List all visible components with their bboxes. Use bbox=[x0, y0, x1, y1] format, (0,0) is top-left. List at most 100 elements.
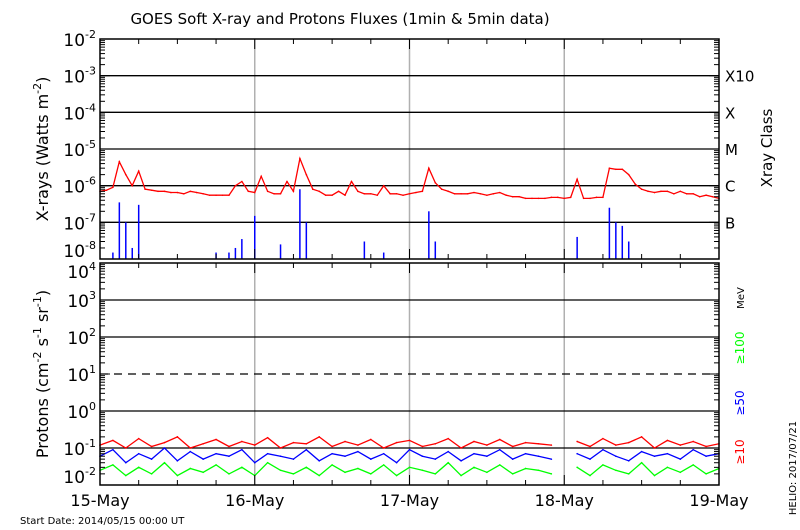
proton-p100-point bbox=[370, 473, 372, 475]
proton-p10-point bbox=[318, 436, 321, 438]
xray-long-point bbox=[344, 194, 346, 196]
proton-p10-point bbox=[331, 445, 333, 448]
proton-p10-point bbox=[602, 437, 604, 440]
proton-p10-point bbox=[344, 440, 346, 443]
xray-panel: 10-2 10-3 10-4 10-5 10-6 10-7 10-8 X10 X M CB bbox=[63, 28, 754, 262]
proton-p100-line bbox=[576, 461, 720, 477]
proton-p10-point bbox=[421, 445, 424, 448]
xray-long-point bbox=[537, 197, 540, 200]
xray-long-point bbox=[460, 193, 462, 195]
proton-p10-point bbox=[305, 442, 308, 445]
xray-long-point bbox=[389, 193, 391, 195]
xray-long-point bbox=[279, 193, 282, 195]
proton-p10-point bbox=[112, 439, 114, 442]
xray-long-point bbox=[595, 196, 598, 199]
proton-p50-point bbox=[124, 461, 127, 464]
proton-p10-point bbox=[705, 445, 707, 448]
xray-long-point bbox=[183, 193, 185, 195]
proton-p100-point bbox=[421, 469, 424, 472]
xray-long-point bbox=[673, 193, 675, 195]
xray-long-point bbox=[421, 190, 424, 193]
proton-p50-point bbox=[576, 452, 578, 455]
proton-p100-point bbox=[434, 473, 437, 475]
proton-panel: 104 103 102 101 100 10-1 10-2 15-May 16-May 17-Ma… bbox=[63, 260, 748, 510]
proton-p100-point bbox=[615, 469, 617, 472]
xray-long-point bbox=[331, 194, 333, 196]
xray-long-point bbox=[105, 189, 108, 192]
proton-p100-point bbox=[705, 473, 707, 475]
xray-long-point bbox=[157, 190, 159, 193]
ytick-label: 100 bbox=[67, 400, 96, 423]
proton-p50-point bbox=[460, 460, 462, 462]
xray-long-point bbox=[337, 190, 340, 193]
xray-long-point bbox=[692, 193, 695, 195]
proton-p100-point bbox=[266, 461, 269, 464]
xray-long-point bbox=[311, 188, 314, 191]
proton-p100-point bbox=[627, 473, 630, 475]
xray-long-point bbox=[260, 175, 262, 178]
xray-long-point bbox=[208, 194, 211, 196]
proton-p50-point bbox=[292, 458, 295, 460]
proton-p100-point bbox=[460, 474, 462, 477]
proton-p10-point bbox=[486, 444, 488, 446]
xray-long-point bbox=[221, 194, 224, 196]
helio-stamp: HELIO: 2017/07/21 bbox=[788, 421, 799, 515]
proton-p100-point bbox=[395, 474, 398, 477]
proton-p100-point bbox=[176, 474, 179, 477]
xray-long-point bbox=[370, 193, 372, 195]
proton-p10-point bbox=[124, 447, 127, 449]
xray-long-point bbox=[621, 168, 624, 171]
xray-long-point bbox=[653, 191, 656, 194]
ytick-label: 10-2 bbox=[63, 465, 96, 488]
proton-p10-point bbox=[215, 438, 217, 441]
xray-long-point bbox=[305, 173, 308, 176]
proton-p10-point bbox=[228, 445, 230, 448]
xray-long-point bbox=[176, 191, 179, 194]
xray-long-point bbox=[408, 193, 411, 195]
proton-p100-point bbox=[331, 464, 333, 466]
proton-p100-point bbox=[382, 464, 385, 466]
ytick-label: 10-2 bbox=[63, 28, 96, 51]
proton-p50-point bbox=[344, 455, 346, 458]
ytick-label: 10-7 bbox=[63, 211, 96, 234]
xray-long-point bbox=[505, 194, 508, 196]
xray-long-point bbox=[550, 196, 553, 199]
xray-long-point bbox=[318, 190, 321, 193]
xray-long-point bbox=[582, 197, 585, 200]
xray-long-point bbox=[144, 188, 146, 191]
proton-p10-point bbox=[150, 445, 153, 448]
proton-p100-point bbox=[602, 464, 604, 466]
proton-p50-point bbox=[137, 452, 140, 455]
xray-long-point bbox=[324, 194, 327, 196]
legend-p50: ≥50 bbox=[733, 390, 747, 415]
proton-p100-point bbox=[279, 469, 282, 472]
proton-p10-point bbox=[473, 440, 475, 443]
xray-long-point bbox=[363, 193, 366, 195]
xtick-label: 17-May bbox=[380, 491, 439, 510]
xray-long-point bbox=[376, 194, 379, 196]
proton-p50-point bbox=[692, 448, 695, 451]
xray-long-point bbox=[137, 170, 140, 172]
proton-p50-point bbox=[241, 448, 243, 451]
proton-p10-point bbox=[202, 442, 204, 445]
proton-p50-point bbox=[279, 455, 282, 458]
proton-p50-point bbox=[473, 452, 475, 455]
proton-p100-point bbox=[189, 467, 192, 470]
proton-p100-point bbox=[408, 466, 411, 469]
xray-long-point bbox=[660, 190, 662, 193]
ytick-label: 10-4 bbox=[63, 101, 96, 124]
proton-p50-point bbox=[679, 458, 682, 460]
xray-long-point bbox=[698, 195, 701, 198]
proton-p10-point bbox=[292, 441, 295, 444]
proton-p10-point bbox=[653, 447, 656, 449]
xray-long-point bbox=[569, 196, 572, 199]
xtick-label: 15-May bbox=[70, 491, 129, 510]
proton-p100-line bbox=[99, 461, 552, 477]
proton-p10-line bbox=[576, 436, 720, 449]
proton-p50-point bbox=[589, 458, 591, 460]
proton-p10-point bbox=[241, 440, 243, 443]
xray-long-point bbox=[615, 168, 617, 171]
xray-long-point bbox=[402, 194, 404, 196]
xray-long-point bbox=[602, 196, 604, 199]
ytick-label: 10-6 bbox=[63, 175, 96, 198]
